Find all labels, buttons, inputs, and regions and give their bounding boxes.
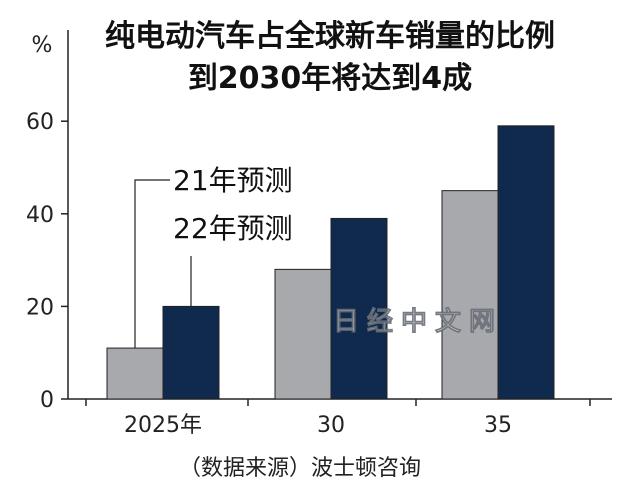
- legend-label-series2: 22年预测: [173, 212, 293, 245]
- chart-title: 纯电动汽车占全球新车销量的比例: [105, 19, 555, 54]
- x-category-label: 35: [484, 413, 512, 438]
- bar-series1-0: [106, 347, 164, 400]
- bar-series2-1: [330, 217, 388, 400]
- y-tick-label: 40: [26, 203, 54, 228]
- bar-series2-2: [497, 125, 555, 400]
- bar-series2-0: [162, 305, 220, 400]
- watermark-text: 日经中文网: [333, 306, 503, 337]
- legend-label-series1: 21年预测: [173, 164, 293, 197]
- source-note: （数据来源）波士顿咨询: [179, 456, 421, 481]
- y-tick-label: 20: [26, 295, 54, 320]
- chart-subtitle: 到2030年将达到4成: [188, 61, 472, 96]
- y-tick-label: 0: [40, 388, 54, 413]
- y-tick-label: 60: [26, 110, 54, 135]
- y-axis-unit-label: %: [32, 33, 53, 58]
- x-category-label: 30: [317, 413, 345, 438]
- x-category-label: 2025年: [124, 413, 202, 438]
- bar-series1-1: [274, 268, 332, 400]
- bar-series1-2: [441, 190, 499, 400]
- legend-leader-line-series1: [134, 179, 170, 349]
